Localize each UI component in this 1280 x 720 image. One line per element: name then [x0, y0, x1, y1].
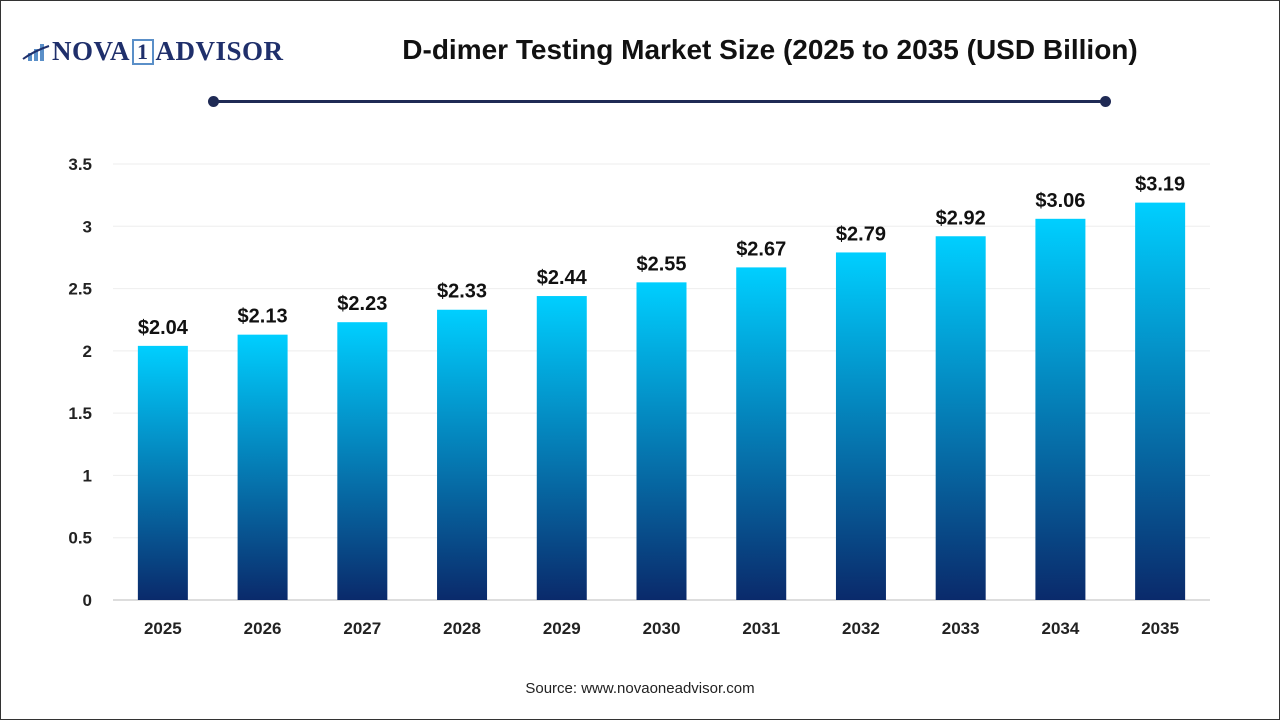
source-note: Source: www.novaoneadvisor.com: [525, 680, 755, 697]
data-label: $2.13: [238, 306, 288, 328]
bar-2030: [636, 282, 687, 600]
x-tick-label: 2034: [1041, 619, 1079, 638]
title-rule-right-dot: [1100, 96, 1111, 107]
title-rule: [213, 100, 1106, 103]
y-tick-label: 2.5: [68, 280, 92, 299]
data-label: $3.19: [1135, 174, 1185, 196]
data-label: $2.55: [636, 253, 686, 275]
title-rule-left-dot: [208, 96, 219, 107]
y-tick-label: 2: [83, 342, 92, 361]
y-tick-label: 0.5: [68, 529, 92, 548]
bar-2034: [1035, 218, 1086, 600]
bar-chart-logo-icon: [22, 43, 50, 61]
y-tick-label: 0: [83, 591, 92, 610]
x-tick-label: 2032: [842, 619, 880, 638]
data-label: $2.92: [936, 207, 986, 229]
x-tick-label: 2030: [643, 619, 681, 638]
x-tick-label: 2035: [1141, 619, 1179, 638]
y-tick-label: 3: [83, 217, 92, 236]
x-tick-label: 2025: [144, 619, 182, 638]
bar-2028: [437, 309, 488, 600]
data-label: $2.44: [537, 267, 588, 289]
bar-2032: [835, 252, 886, 600]
logo-text-advisor: ADVISOR: [155, 36, 284, 66]
y-tick-label: 3.5: [68, 155, 92, 174]
data-label: $2.04: [138, 317, 189, 339]
data-label: $2.33: [437, 281, 487, 303]
bar-2026: [237, 334, 288, 600]
nova-advisor-logo: NOVA 1 ADVISOR: [22, 36, 284, 67]
bar-2025: [137, 345, 188, 600]
logo-text-nova: NOVA: [52, 36, 131, 66]
x-tick-label: 2026: [244, 619, 282, 638]
x-tick-label: 2027: [343, 619, 381, 638]
bar-2029: [536, 296, 587, 600]
data-label: $2.79: [836, 223, 886, 245]
data-label: $2.23: [337, 293, 387, 315]
y-tick-label: 1.5: [68, 404, 92, 423]
y-tick-label: 1: [83, 466, 92, 485]
data-label: $2.67: [736, 238, 786, 260]
bar-2027: [337, 322, 388, 600]
x-tick-label: 2028: [443, 619, 481, 638]
x-tick-label: 2031: [742, 619, 780, 638]
x-tick-label: 2029: [543, 619, 581, 638]
data-label: $3.06: [1035, 190, 1085, 212]
bar-2035: [1135, 202, 1186, 601]
bar-2031: [736, 267, 787, 600]
chart-title: D-dimer Testing Market Size (2025 to 203…: [402, 34, 1138, 65]
logo-text-one: 1: [132, 38, 154, 65]
x-tick-label: 2033: [942, 619, 980, 638]
bar-2033: [935, 236, 986, 600]
